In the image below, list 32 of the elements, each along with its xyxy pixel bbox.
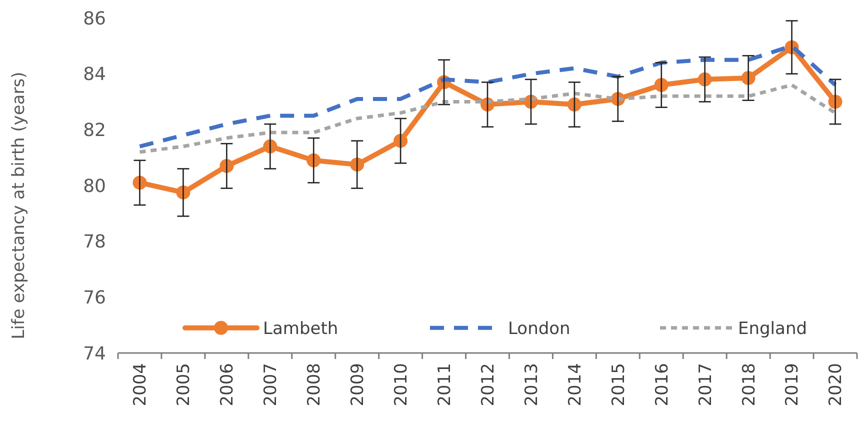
x-tick-label: 2016 [652, 363, 672, 406]
x-tick-label: 2020 [826, 363, 846, 406]
y-tick-label: 78 [83, 232, 106, 253]
y-tick-label: 80 [83, 176, 106, 197]
x-tick-label: 2017 [696, 363, 716, 406]
x-tick-label: 2004 [130, 363, 151, 406]
y-tick-label: 74 [83, 343, 106, 364]
y-tick-label: 82 [83, 120, 106, 141]
point [350, 158, 364, 172]
x-tick-label: 2008 [304, 363, 325, 406]
legend-label: London [508, 318, 570, 339]
y-tick-label: 76 [83, 287, 106, 308]
legend-label: England [738, 318, 808, 339]
x-tick-label: 2007 [261, 363, 282, 406]
x-tick-label: 2006 [218, 363, 238, 406]
y-tick-label: 84 [83, 64, 106, 86]
x-tick-label: 2012 [478, 363, 498, 406]
x-tick-label: 2011 [434, 363, 455, 406]
x-tick-label: 2014 [565, 363, 586, 406]
y-axis-title: Life expectancy at birth (years) [9, 72, 29, 340]
x-tick-label: 2018 [739, 363, 760, 406]
x-tick-label: 2009 [348, 363, 368, 406]
legend-label: Lambeth [263, 318, 338, 339]
point [394, 134, 408, 148]
x-tick-label: 2010 [392, 363, 412, 406]
line-series [138, 83, 838, 154]
x-tick-label: 2005 [174, 363, 194, 406]
x-tick-label: 2013 [522, 363, 542, 406]
y-tick-label: 86 [83, 8, 106, 30]
x-tick-label: 2019 [782, 363, 803, 406]
point [567, 98, 582, 112]
x-tick-label: 2015 [608, 363, 629, 406]
